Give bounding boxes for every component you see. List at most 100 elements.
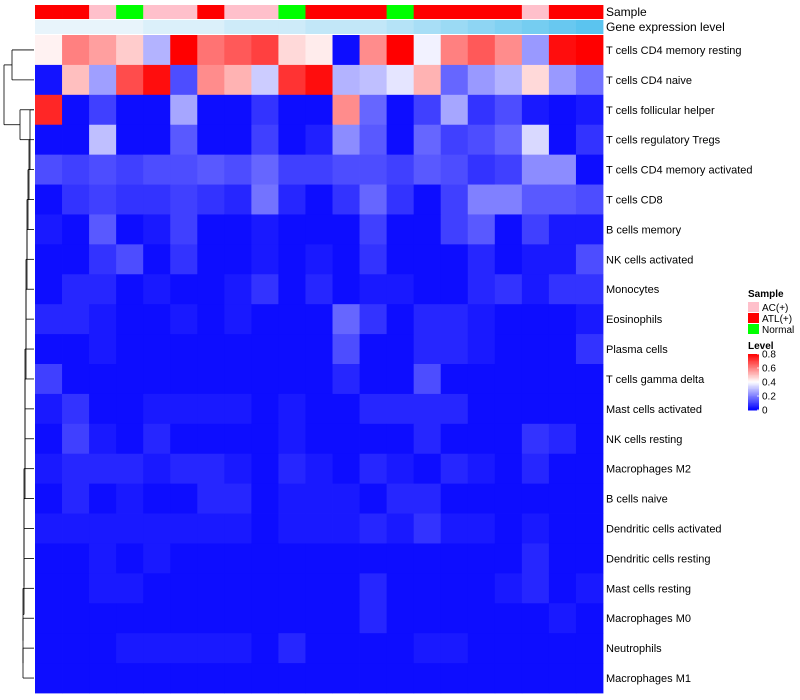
heatmap-cell (386, 603, 415, 634)
expression-annotation-cell (197, 20, 225, 34)
row-label: Dendritic cells activated (606, 524, 722, 536)
heatmap-cell (35, 483, 63, 514)
heatmap-cell (170, 274, 198, 305)
heatmap-cell (467, 513, 496, 544)
heatmap-cell (440, 334, 469, 365)
heatmap-cell (575, 244, 604, 275)
heatmap-cell (413, 453, 442, 485)
heatmap-cell (413, 64, 442, 96)
heatmap-cell (440, 573, 469, 604)
heatmap-cells (35, 35, 604, 694)
heatmap-cell (197, 304, 225, 335)
heatmap-cell (359, 453, 388, 485)
heatmap-cell (35, 304, 63, 335)
row-label: T cells regulatory Tregs (606, 135, 721, 147)
heatmap-cell (89, 64, 117, 96)
heatmap-cell (143, 214, 171, 245)
heatmap-cell (116, 124, 144, 156)
heatmap-cell (89, 573, 117, 604)
heatmap-cell (494, 124, 523, 156)
heatmap-cell (143, 154, 171, 185)
expression-annotation-cell (575, 20, 604, 34)
heatmap-cell (278, 124, 306, 156)
heatmap-cell (575, 423, 604, 455)
heatmap-cell (575, 483, 604, 514)
heatmap-cell (440, 154, 469, 185)
heatmap-cell (467, 184, 496, 215)
legend-color-step (748, 383, 759, 386)
heatmap-cell (62, 364, 90, 395)
legend-swatch (748, 302, 759, 312)
heatmap-cell (332, 663, 360, 694)
heatmap-cell (305, 154, 333, 185)
heatmap-cell (413, 483, 442, 514)
heatmap-cell (251, 483, 279, 514)
legend-color-step (748, 370, 759, 373)
legend-color-step (748, 380, 759, 383)
heatmap-cell (170, 633, 198, 664)
legend-color-step (748, 375, 759, 377)
expression-annotation-cell (359, 20, 388, 34)
heatmap-cell (251, 573, 279, 604)
heatmap-cell (548, 364, 577, 395)
heatmap-cell (467, 663, 496, 694)
heatmap-cell (494, 543, 523, 574)
row-label: T cells CD4 memory activated (606, 165, 753, 177)
heatmap-cell (89, 393, 117, 425)
heatmap-cell (62, 573, 90, 604)
heatmap-cell (224, 64, 252, 96)
sample-annotation-cell (521, 5, 550, 19)
heatmap-cell (143, 124, 171, 156)
sample-annotation-cell (116, 5, 144, 19)
heatmap-cell (332, 543, 360, 574)
heatmap-cell (251, 423, 279, 455)
heatmap-cell (278, 393, 306, 425)
heatmap-cell (332, 184, 360, 215)
heatmap-cell (305, 603, 333, 634)
legend-color-step (748, 384, 759, 387)
heatmap-cell (170, 184, 198, 215)
heatmap-cell (35, 334, 63, 365)
heatmap-cell (278, 334, 306, 365)
heatmap-cell (332, 94, 360, 126)
heatmap-cell (224, 663, 252, 694)
heatmap-cell (413, 423, 442, 455)
heatmap-cell (548, 453, 577, 485)
legend-color-step (748, 362, 759, 365)
heatmap-cell (197, 573, 225, 604)
heatmap-cell (89, 304, 117, 335)
heatmap-cell (116, 393, 144, 425)
heatmap-cell (332, 124, 360, 156)
heatmap-cell (521, 393, 550, 425)
legend-color-step (748, 379, 759, 382)
heatmap-cell (413, 154, 442, 185)
expression-annotation-cell (521, 20, 550, 34)
heatmap-cell (170, 483, 198, 514)
legend-color-step (748, 361, 759, 363)
expression-annotation-cell (278, 20, 306, 34)
heatmap-cell (494, 573, 523, 604)
heatmap-cell (413, 304, 442, 335)
heatmap-cell (116, 274, 144, 305)
heatmap-cell (116, 154, 144, 185)
heatmap-cell (89, 633, 117, 664)
heatmap-cell (332, 603, 360, 634)
expression-annotation-cell (467, 20, 496, 34)
heatmap-cell (521, 663, 550, 694)
heatmap-cell (575, 393, 604, 425)
heatmap-cell (224, 154, 252, 185)
heatmap-cell (35, 393, 63, 425)
heatmap-cell (359, 124, 388, 156)
heatmap-cell (386, 543, 415, 574)
legend-color-step (748, 396, 759, 398)
heatmap-cell (197, 244, 225, 275)
heatmap-cell (305, 244, 333, 275)
heatmap-cell (494, 154, 523, 185)
heatmap-cell (359, 244, 388, 275)
heatmap-cell (548, 393, 577, 425)
heatmap-cell (467, 423, 496, 455)
heatmap-cell (143, 603, 171, 634)
heatmap-cell (548, 663, 577, 694)
heatmap-cell (467, 94, 496, 126)
heatmap-cell (440, 94, 469, 126)
